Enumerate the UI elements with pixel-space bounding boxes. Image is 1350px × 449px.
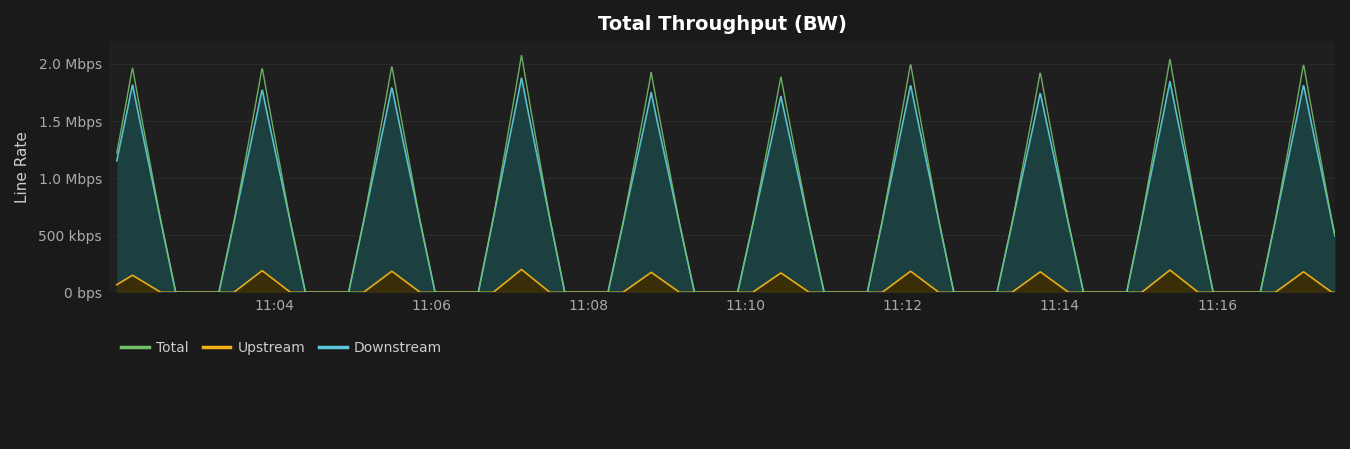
Title: Total Throughput (BW): Total Throughput (BW) <box>598 15 846 34</box>
Legend: Total, Upstream, Downstream: Total, Upstream, Downstream <box>116 336 447 361</box>
Y-axis label: Line Rate: Line Rate <box>15 131 30 202</box>
